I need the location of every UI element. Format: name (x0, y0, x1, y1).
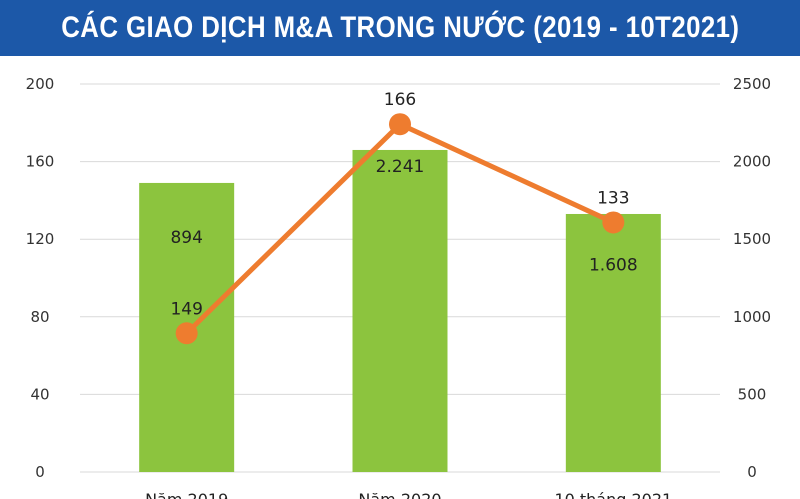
right-tick-label: 0 (747, 463, 757, 481)
bar-value-label: 149 (170, 299, 202, 319)
right-tick-label: 2000 (733, 153, 771, 171)
left-tick-label: 80 (30, 308, 49, 326)
line-value-label: 1.608 (589, 255, 638, 275)
line-point (602, 211, 625, 234)
bar-value-label: 133 (597, 188, 629, 208)
bar (352, 149, 448, 472)
bar-value-label: 166 (384, 90, 416, 110)
left-tick-label: 160 (26, 153, 55, 171)
left-tick-label: 0 (35, 463, 45, 481)
right-tick-label: 1500 (733, 230, 771, 248)
title-bar: CÁC GIAO DỊCH M&A TRONG NƯỚC (2019 - 10T… (0, 0, 800, 56)
right-tick-label: 500 (738, 385, 767, 403)
category-label: Năm 2019 (145, 490, 228, 499)
line-value-label: 2.241 (376, 157, 425, 177)
bar (565, 213, 661, 473)
chart-title: CÁC GIAO DỊCH M&A TRONG NƯỚC (2019 - 10T… (60, 11, 740, 44)
left-tick-label: 200 (26, 75, 55, 93)
category-label: Năm 2020 (358, 490, 441, 499)
left-tick-label: 120 (26, 230, 55, 248)
left-tick-label: 40 (30, 385, 49, 403)
right-tick-label: 2500 (733, 75, 771, 93)
line-point (175, 322, 198, 345)
category-label: 10 tháng 2021 (554, 490, 672, 499)
right-tick-label: 1000 (733, 308, 771, 326)
line-point (389, 113, 411, 136)
line-value-label: 894 (170, 228, 202, 248)
